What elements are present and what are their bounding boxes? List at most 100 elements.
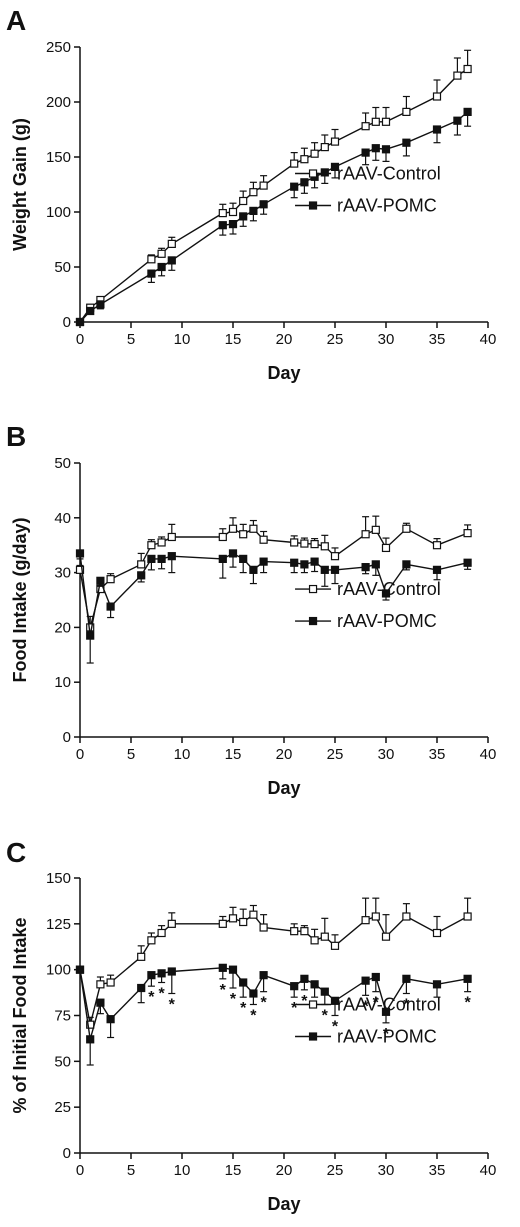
- data-point: [361, 122, 370, 131]
- data-point: [402, 974, 411, 983]
- significance-asterisk: *: [230, 991, 237, 1008]
- x-tick-label: 40: [480, 331, 497, 348]
- data-point: [218, 209, 227, 218]
- legend-label: rAAV-Control: [337, 579, 441, 599]
- significance-asterisk: *: [362, 998, 369, 1015]
- y-tick-label: 50: [54, 259, 71, 276]
- data-point: [259, 181, 268, 190]
- significance-asterisk: *: [260, 995, 267, 1012]
- data-point: [75, 565, 85, 574]
- data-point: [371, 117, 380, 126]
- data-point: [320, 987, 329, 996]
- y-axis-title: Food Intake (g/day): [10, 517, 30, 682]
- data-point: [167, 552, 176, 561]
- y-tick-label: 125: [46, 916, 71, 933]
- data-point: [239, 917, 248, 927]
- data-point: [239, 196, 248, 206]
- data-point: [259, 200, 268, 209]
- data-point: [432, 92, 442, 101]
- x-tick-label: 5: [127, 746, 135, 763]
- data-point: [147, 971, 156, 980]
- panel-letter: A: [6, 5, 26, 36]
- y-axis-title: Weight Gain (g): [10, 118, 30, 251]
- y-tick-label: 0: [63, 729, 71, 746]
- data-point: [371, 912, 380, 921]
- x-tick-label: 15: [225, 331, 242, 348]
- data-point: [167, 532, 176, 542]
- legend: rAAV-Control rAAV-POMC: [295, 995, 441, 1047]
- panel-letter: B: [6, 421, 26, 452]
- data-point: [75, 965, 85, 974]
- data-point: [106, 602, 115, 611]
- panel-letter: C: [6, 837, 26, 868]
- data-point: [249, 524, 258, 533]
- data-point: [432, 541, 442, 550]
- x-tick-label: 10: [174, 331, 191, 348]
- data-point: [96, 980, 105, 989]
- significance-asterisk: *: [240, 1000, 247, 1017]
- significance-asterisk: *: [148, 989, 155, 1006]
- data-point: [106, 575, 115, 584]
- data-point: [228, 549, 238, 558]
- data-point: [432, 125, 442, 134]
- y-tick-label: 150: [46, 870, 71, 887]
- data-point: [381, 117, 391, 126]
- data-point: [402, 524, 411, 533]
- data-point: [290, 558, 299, 567]
- data-point: [218, 963, 227, 972]
- data-point: [371, 525, 380, 534]
- data-point: [167, 256, 176, 265]
- x-tick-label: 20: [276, 331, 293, 348]
- data-point: [330, 565, 340, 574]
- data-point: [249, 565, 258, 574]
- data-point: [290, 927, 299, 936]
- data-point: [239, 212, 248, 221]
- data-point: [290, 982, 299, 991]
- data-point: [228, 524, 238, 533]
- data-point: [96, 998, 105, 1007]
- x-tick-label: 10: [174, 746, 191, 763]
- data-point: [320, 143, 329, 152]
- data-point: [137, 571, 146, 580]
- data-point: [75, 549, 85, 558]
- data-point: [259, 923, 268, 932]
- x-tick-label: 25: [327, 331, 344, 348]
- data-point: [157, 969, 166, 978]
- data-point: [137, 952, 146, 961]
- data-point: [259, 971, 268, 980]
- significance-asterisk: *: [301, 993, 308, 1010]
- x-tick-label: 15: [225, 1162, 242, 1179]
- data-point: [239, 978, 248, 987]
- data-point: [300, 927, 309, 936]
- data-point: [75, 317, 85, 327]
- series-line: [79, 967, 468, 1040]
- data-point: [432, 928, 442, 938]
- data-point: [96, 300, 105, 309]
- significance-asterisk: *: [291, 1000, 298, 1017]
- legend-marker: [308, 169, 318, 178]
- data-point: [310, 980, 319, 989]
- data-point: [320, 542, 329, 551]
- series-control: [75, 515, 472, 632]
- data-point: [300, 178, 309, 187]
- series-control: [75, 49, 472, 327]
- x-tick-label: 20: [276, 1162, 293, 1179]
- x-tick-label: 30: [378, 331, 395, 348]
- series-line: [79, 552, 468, 636]
- data-point: [157, 928, 166, 938]
- data-point: [320, 565, 329, 574]
- significance-asterisk: *: [311, 1000, 318, 1017]
- data-point: [290, 538, 299, 547]
- data-point: [402, 912, 411, 921]
- legend-marker: [308, 616, 318, 626]
- x-tick-label: 0: [76, 746, 84, 763]
- x-tick-label: 40: [480, 746, 497, 763]
- data-point: [381, 543, 391, 553]
- data-point: [218, 532, 227, 542]
- data-point: [463, 912, 472, 921]
- data-point: [320, 932, 329, 941]
- data-point: [371, 972, 380, 982]
- data-point: [402, 560, 411, 569]
- x-tick-label: 30: [378, 746, 395, 763]
